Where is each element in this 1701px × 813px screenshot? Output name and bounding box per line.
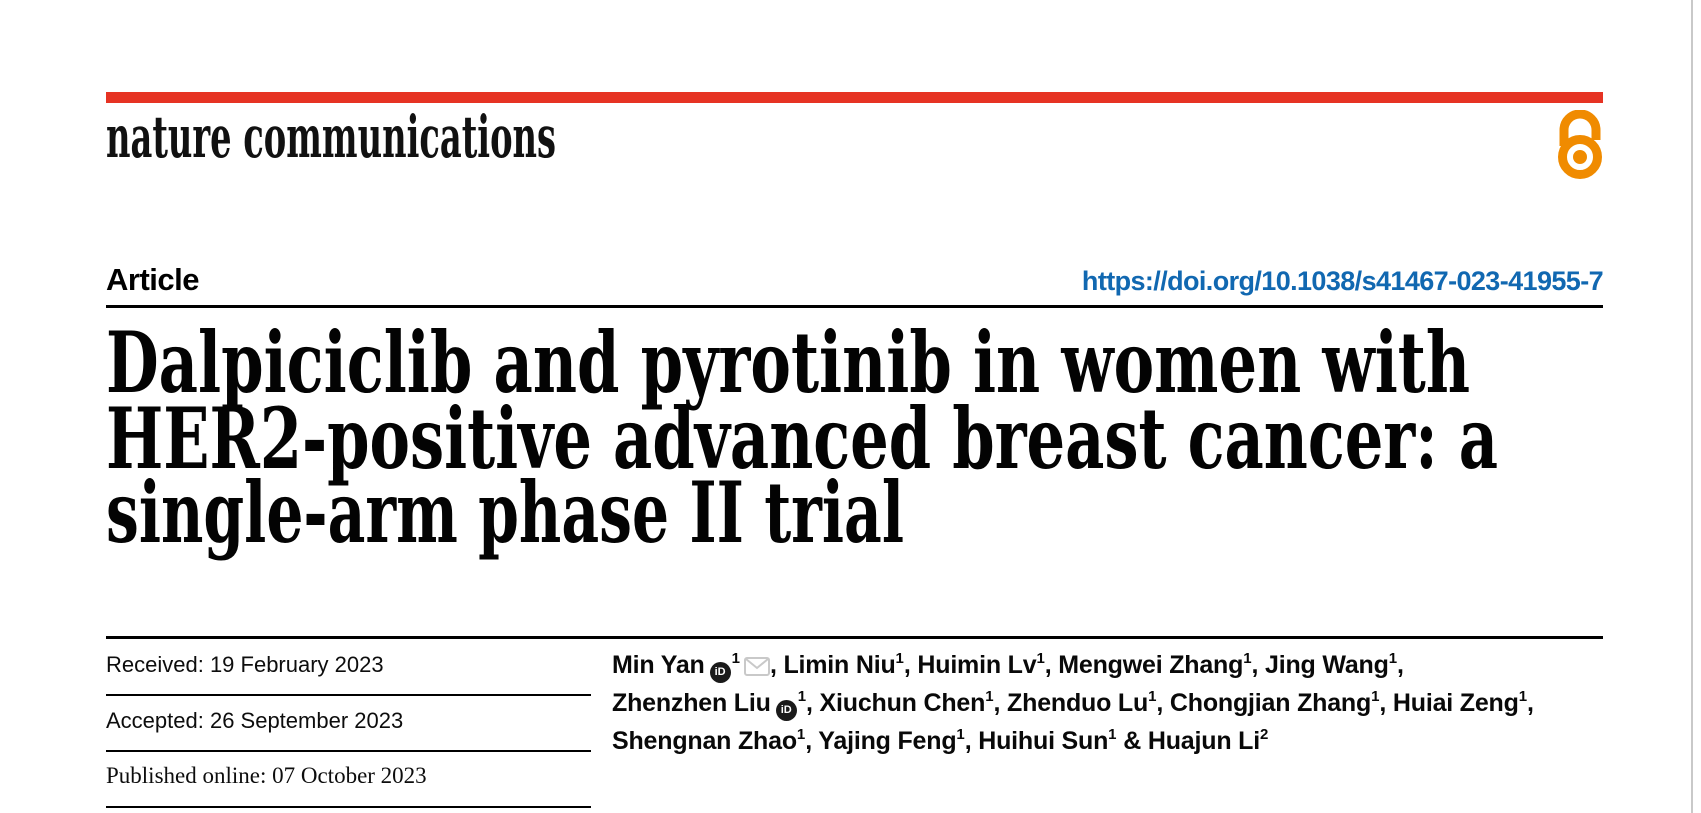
orcid-icon[interactable]: iD	[709, 662, 731, 683]
author-separator: ,	[1379, 689, 1393, 717]
author-affiliation-sup: 1	[796, 726, 806, 743]
author-name: Limin Niu	[783, 651, 896, 679]
author-separator: ,	[806, 689, 820, 717]
author-affiliation-sup: 1	[1108, 726, 1117, 743]
author-separator: ,	[903, 651, 918, 679]
author-affiliation-sup: 1	[1036, 650, 1045, 667]
author-separator: ,	[805, 727, 819, 755]
author-separator: ,	[1527, 689, 1534, 717]
author-name: Yajing Feng	[818, 727, 957, 755]
title-line: Dalpiciclib and pyrotinib in women with	[106, 313, 1470, 412]
author-affiliation-sup: 1	[956, 726, 965, 743]
brand-bar	[106, 92, 1603, 103]
article-title: Dalpiciclib and pyrotinib in women with …	[106, 313, 1498, 562]
author-name: Zhenzhen Liu	[612, 689, 771, 717]
author-separator: ,	[1044, 651, 1059, 679]
author-name: Shengnan Zhao	[612, 727, 797, 755]
author-separator: &	[1116, 727, 1148, 755]
author-line: Zhenzhen Liu iD1, Xiuchun Chen1, Zhenduo …	[612, 684, 1622, 722]
author-separator: ,	[1397, 651, 1404, 679]
authors-block: Min Yan iD1 , Limin Niu1, Huimin Lv1, Men…	[612, 646, 1622, 760]
history-rule	[106, 806, 591, 808]
author-affiliation-sup: 1	[895, 650, 904, 667]
author-name: Jing Wang	[1265, 651, 1389, 679]
author-name: Huihui Sun	[978, 727, 1109, 755]
title-line: HER2-positive advanced breast cancer: a	[106, 389, 1498, 488]
author-name: Xiuchun Chen	[819, 689, 986, 717]
header-rule	[106, 305, 1603, 308]
title-line: single-arm phase II trial	[106, 463, 904, 562]
history-published: Published online: 07 October 2023	[106, 763, 427, 788]
author-name: Huimin Lv	[917, 651, 1037, 679]
author-affiliation-sup: 2	[1259, 726, 1269, 743]
envelope-icon[interactable]	[743, 657, 770, 676]
author-separator: ,	[1156, 689, 1170, 717]
author-affiliation-sup: 1	[985, 688, 994, 705]
author-affiliation-sup: 1	[797, 688, 807, 705]
history-rule	[106, 750, 591, 752]
author-name: Zhenduo Lu	[1007, 689, 1149, 717]
article-type-label: Article	[106, 262, 199, 297]
doi-link[interactable]: https://doi.org/10.1038/s41467-023-41955…	[1081, 266, 1604, 296]
author-separator: ,	[1251, 651, 1266, 679]
author-separator: ,	[993, 689, 1008, 717]
journal-wordmark: nature communications	[106, 105, 556, 169]
author-line: Min Yan iD1 , Limin Niu1, Huimin Lv1, Men…	[612, 646, 1622, 684]
author-affiliation-sup: 1	[1243, 650, 1252, 667]
author-name: Mengwei Zhang	[1058, 651, 1244, 679]
author-affiliation-sup: 1	[1371, 688, 1380, 705]
orcid-icon[interactable]: iD	[775, 700, 797, 721]
author-affiliation-sup: 1	[1148, 688, 1157, 705]
journal-wordmark-text: nature communications	[106, 105, 556, 169]
author-line: Shengnan Zhao1, Yajing Feng1, Huihui Sun…	[612, 722, 1622, 760]
author-affiliation-sup: 1	[1388, 650, 1398, 667]
author-separator: ,	[769, 651, 784, 679]
author-affiliation-sup: 1	[731, 650, 740, 667]
author-name: Huajun Li	[1147, 727, 1260, 755]
history-received: Received: 19 February 2023	[106, 652, 384, 677]
history-top-rule	[106, 636, 1603, 639]
author-name: Min Yan	[612, 651, 705, 679]
page-right-border	[1691, 0, 1693, 813]
history-rule	[106, 694, 591, 696]
author-affiliation-sup: 1	[1518, 688, 1528, 705]
history-accepted: Accepted: 26 September 2023	[106, 708, 404, 733]
author-separator: ,	[964, 727, 979, 755]
author-name: Huiai Zeng	[1392, 689, 1519, 717]
author-name: Chongjian Zhang	[1169, 689, 1372, 717]
open-access-lock-icon	[1558, 110, 1602, 179]
